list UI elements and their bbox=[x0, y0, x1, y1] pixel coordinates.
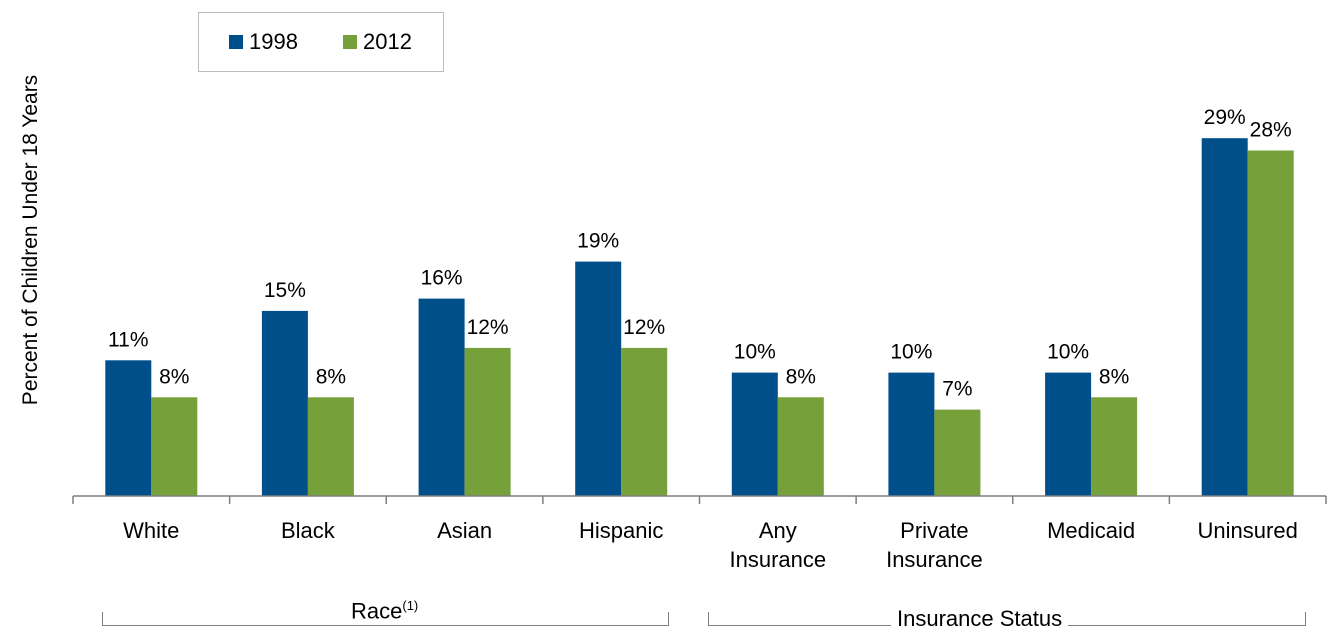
legend-swatch-1998 bbox=[229, 35, 243, 49]
x-axis bbox=[72, 495, 1327, 504]
value-label-1998-uninsured: 29% bbox=[1204, 106, 1246, 129]
bar-1998-medicaid bbox=[1045, 372, 1092, 496]
group-label-insurance-status-text: Insurance Status bbox=[897, 606, 1063, 631]
value-labels: 11% 15% 16% 19% 10% 10% 10% 29% 8% 8% 12% 12% 8% 7% 8%… bbox=[108, 106, 1292, 400]
value-label-2012-hispanic: 12% bbox=[623, 316, 665, 339]
group-label-race-text: Race bbox=[351, 598, 403, 624]
value-label-1998-black: 15% bbox=[264, 279, 306, 302]
bar-2012-hispanic bbox=[621, 347, 668, 496]
legend-label-1998: 1998 bbox=[249, 29, 298, 54]
group-label-insurance-status: Insurance Status bbox=[891, 606, 1069, 632]
category-label-private-insurance: Private Insurance bbox=[886, 518, 983, 572]
bar-2012-any-insurance bbox=[777, 397, 824, 496]
bar-1998-any-insurance bbox=[731, 372, 778, 496]
category-label-black: Black bbox=[281, 518, 336, 543]
bar-1998-hispanic bbox=[575, 261, 622, 496]
group-label-race-footnote: (1) bbox=[402, 598, 419, 613]
bar-1998-white bbox=[105, 360, 152, 496]
legend-label-2012: 2012 bbox=[363, 29, 412, 54]
category-label-hispanic: Hispanic bbox=[579, 518, 663, 543]
bar-2012-uninsured bbox=[1247, 150, 1294, 496]
category-label-medicaid: Medicaid bbox=[1047, 518, 1135, 543]
legend-item-1998: 1998 bbox=[229, 29, 298, 55]
value-label-2012-white: 8% bbox=[159, 365, 189, 388]
group-label-race: Race(1) bbox=[345, 598, 425, 625]
bar-2012-white bbox=[151, 397, 198, 496]
value-label-2012-uninsured: 28% bbox=[1250, 119, 1292, 142]
bar-1998-uninsured bbox=[1201, 138, 1248, 496]
bar-2012-asian bbox=[464, 347, 511, 496]
group-bracket-race bbox=[102, 612, 669, 626]
value-label-2012-medicaid: 8% bbox=[1099, 365, 1129, 388]
value-label-1998-private-insurance: 10% bbox=[890, 341, 932, 364]
category-label-white: White bbox=[123, 518, 179, 543]
bars bbox=[105, 138, 1294, 496]
legend-swatch-2012 bbox=[343, 35, 357, 49]
y-axis-label: Percent of Children Under 18 Years bbox=[19, 75, 42, 405]
value-label-1998-hispanic: 19% bbox=[577, 230, 619, 253]
category-label-asian: Asian bbox=[437, 518, 492, 543]
category-label-any-insurance: Any Insurance bbox=[729, 518, 826, 572]
value-label-1998-white: 11% bbox=[108, 328, 148, 351]
bar-2012-private-insurance bbox=[934, 409, 981, 496]
bar-2012-medicaid bbox=[1091, 397, 1138, 496]
bar-1998-asian bbox=[418, 298, 465, 496]
value-label-2012-black: 8% bbox=[316, 365, 346, 388]
value-label-2012-asian: 12% bbox=[467, 316, 509, 339]
bar-2012-black bbox=[307, 397, 354, 496]
value-label-2012-private-insurance: 7% bbox=[942, 378, 972, 401]
category-label-uninsured: Uninsured bbox=[1198, 518, 1298, 543]
value-label-1998-any-insurance: 10% bbox=[734, 341, 776, 364]
legend-item-2012: 2012 bbox=[343, 29, 412, 55]
bar-1998-private-insurance bbox=[888, 372, 935, 496]
legend: 1998 2012 bbox=[198, 12, 444, 72]
value-label-1998-asian: 16% bbox=[421, 267, 463, 290]
category-labels: White Black Asian Hispanic Any Insurance Priva… bbox=[123, 518, 1298, 572]
bar-1998-black bbox=[261, 310, 308, 496]
value-label-2012-any-insurance: 8% bbox=[786, 365, 816, 388]
value-label-1998-medicaid: 10% bbox=[1047, 341, 1089, 364]
